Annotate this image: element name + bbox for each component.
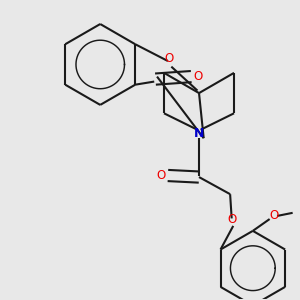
Text: O: O xyxy=(227,213,236,226)
Text: O: O xyxy=(156,169,166,182)
Text: O: O xyxy=(269,209,279,222)
Text: O: O xyxy=(194,70,203,83)
Text: N: N xyxy=(194,127,204,140)
Text: O: O xyxy=(165,52,174,65)
